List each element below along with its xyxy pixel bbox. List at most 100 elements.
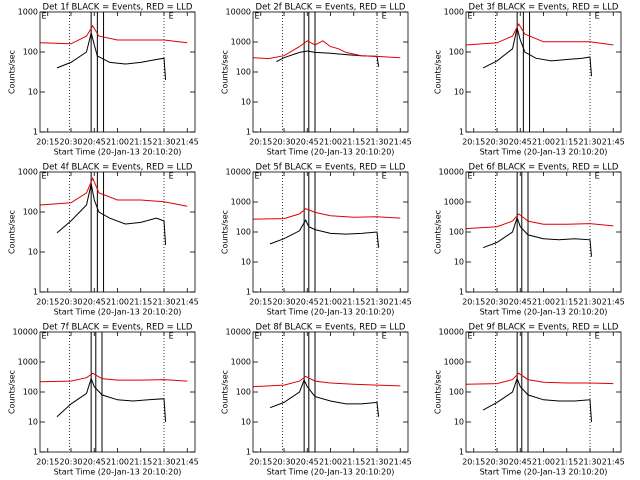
x-tick-label: 21:45 xyxy=(389,458,412,467)
plot-frame xyxy=(252,331,409,453)
y-tick-label: 1 xyxy=(459,448,464,457)
annotation: E xyxy=(382,172,387,181)
y-tick-label: 1 xyxy=(33,128,38,137)
series-line xyxy=(56,183,167,246)
annotation: E xyxy=(468,332,473,341)
series-line xyxy=(39,24,188,45)
x-tick-label: 20:30 xyxy=(485,298,508,307)
x-tick-label: 20:15 xyxy=(462,458,485,467)
x-axis-label: Start Time (20-Jan-13 20:10:20) xyxy=(267,308,395,317)
y-tick-label: 1 xyxy=(246,288,251,297)
x-axis-label: Start Time (20-Jan-13 20:10:20) xyxy=(267,148,395,157)
y-tick-label: 1000 xyxy=(18,8,38,17)
annotation: E xyxy=(382,332,387,341)
annotation: E xyxy=(595,172,600,181)
y-tick-label: 10000 xyxy=(439,328,464,337)
y-tick-label: 10000 xyxy=(13,328,38,337)
plot-frame xyxy=(39,171,196,293)
x-tick-label: 21:00 xyxy=(532,138,555,147)
y-tick-label: 100 xyxy=(449,228,464,237)
x-tick-label: 20:30 xyxy=(485,138,508,147)
series-line xyxy=(465,213,614,230)
x-tick-label: 20:15 xyxy=(36,458,59,467)
y-tick-label: 1 xyxy=(459,288,464,297)
x-tick-label: 21:15 xyxy=(342,138,365,147)
y-tick-label: 1000 xyxy=(231,38,251,47)
annotation: E xyxy=(42,332,47,341)
annotation: E xyxy=(382,12,387,21)
x-tick-label: 21:15 xyxy=(342,298,365,307)
annotation: E xyxy=(468,172,473,181)
x-tick-label: 21:30 xyxy=(578,458,601,467)
x-axis-label: Start Time (20-Jan-13 20:10:20) xyxy=(480,148,608,157)
x-tick-label: 21:15 xyxy=(555,458,578,467)
x-tick-label: 20:15 xyxy=(36,138,59,147)
x-tick-label: 21:15 xyxy=(342,458,365,467)
x-tick-label: 21:00 xyxy=(319,298,342,307)
y-tick-label: 10 xyxy=(454,88,464,97)
y-axis-label: Counts/sec xyxy=(434,370,443,414)
y-tick-label: 1000 xyxy=(231,358,251,367)
panel-title: Det 7f BLACK = Events, RED = LLD xyxy=(43,323,193,333)
y-tick-label: 100 xyxy=(23,48,38,57)
x-tick-label: 21:30 xyxy=(152,298,175,307)
y-axis-label: Counts/sec xyxy=(8,210,17,254)
x-tick-label: 21:15 xyxy=(555,138,578,147)
series-line xyxy=(252,208,401,220)
y-tick-label: 10 xyxy=(241,258,251,267)
annotation: E xyxy=(595,332,600,341)
y-tick-label: 100 xyxy=(449,48,464,57)
panel-title: Det 2f BLACK = Events, RED = LLD xyxy=(256,3,406,13)
x-tick-label: 20:15 xyxy=(462,298,485,307)
panel: Det 4f BLACK = Events, RED = LLD Start Ti… xyxy=(8,163,199,317)
series-line xyxy=(482,377,592,423)
y-axis-label: Counts/sec xyxy=(221,370,230,414)
panel-title: Det 6f BLACK = Events, RED = LLD xyxy=(469,163,619,173)
x-tick-label: 21:45 xyxy=(602,458,625,467)
panel-title: Det 1f BLACK = Events, RED = LLD xyxy=(43,3,193,13)
panel: Det 8f BLACK = Events, RED = LLD Start Ti… xyxy=(221,323,412,477)
y-tick-label: 10 xyxy=(241,418,251,427)
x-tick-label: 21:15 xyxy=(129,298,152,307)
x-tick-label: 21:45 xyxy=(602,138,625,147)
x-tick-label: 21:00 xyxy=(319,458,342,467)
x-tick-label: 20:15 xyxy=(249,138,272,147)
annotation: E xyxy=(255,12,260,21)
x-tick-label: 20:45 xyxy=(296,458,319,467)
x-axis-label: Start Time (20-Jan-13 20:10:20) xyxy=(54,308,182,317)
x-tick-label: 21:15 xyxy=(129,458,152,467)
x-tick-label: 21:30 xyxy=(578,298,601,307)
series-line xyxy=(252,40,401,60)
x-tick-label: 21:45 xyxy=(602,298,625,307)
x-tick-label: 21:30 xyxy=(578,138,601,147)
x-tick-label: 21:00 xyxy=(106,458,129,467)
x-tick-label: 20:15 xyxy=(462,138,485,147)
x-tick-label: 20:15 xyxy=(249,298,272,307)
plot-frame xyxy=(252,11,409,133)
y-tick-label: 1 xyxy=(33,288,38,297)
x-tick-label: 21:30 xyxy=(152,458,175,467)
x-tick-label: 20:30 xyxy=(272,458,295,467)
panel: Det 1f BLACK = Events, RED = LLD Start Ti… xyxy=(8,3,199,157)
y-tick-label: 1 xyxy=(33,448,38,457)
y-axis-label: Counts/sec xyxy=(434,50,443,94)
x-tick-label: 20:45 xyxy=(296,138,319,147)
annotation: E xyxy=(255,332,260,341)
series-line xyxy=(56,377,167,423)
panel-title: Det 5f BLACK = Events, RED = LLD xyxy=(256,163,406,173)
x-tick-label: 21:00 xyxy=(532,458,555,467)
x-tick-label: 20:45 xyxy=(509,458,532,467)
series-line xyxy=(269,219,380,248)
plot-frame xyxy=(39,11,196,133)
x-tick-label: 21:45 xyxy=(176,298,199,307)
x-tick-label: 21:00 xyxy=(106,138,129,147)
y-tick-label: 100 xyxy=(449,388,464,397)
series-line xyxy=(465,372,614,385)
y-tick-label: 100 xyxy=(236,388,251,397)
y-axis-label: Counts/sec xyxy=(8,370,17,414)
x-tick-label: 20:45 xyxy=(509,138,532,147)
x-tick-label: 20:45 xyxy=(296,298,319,307)
panel: Det 5f BLACK = Events, RED = LLD Start Ti… xyxy=(221,163,412,317)
x-tick-label: 20:30 xyxy=(272,298,295,307)
annotation: E xyxy=(169,332,174,341)
